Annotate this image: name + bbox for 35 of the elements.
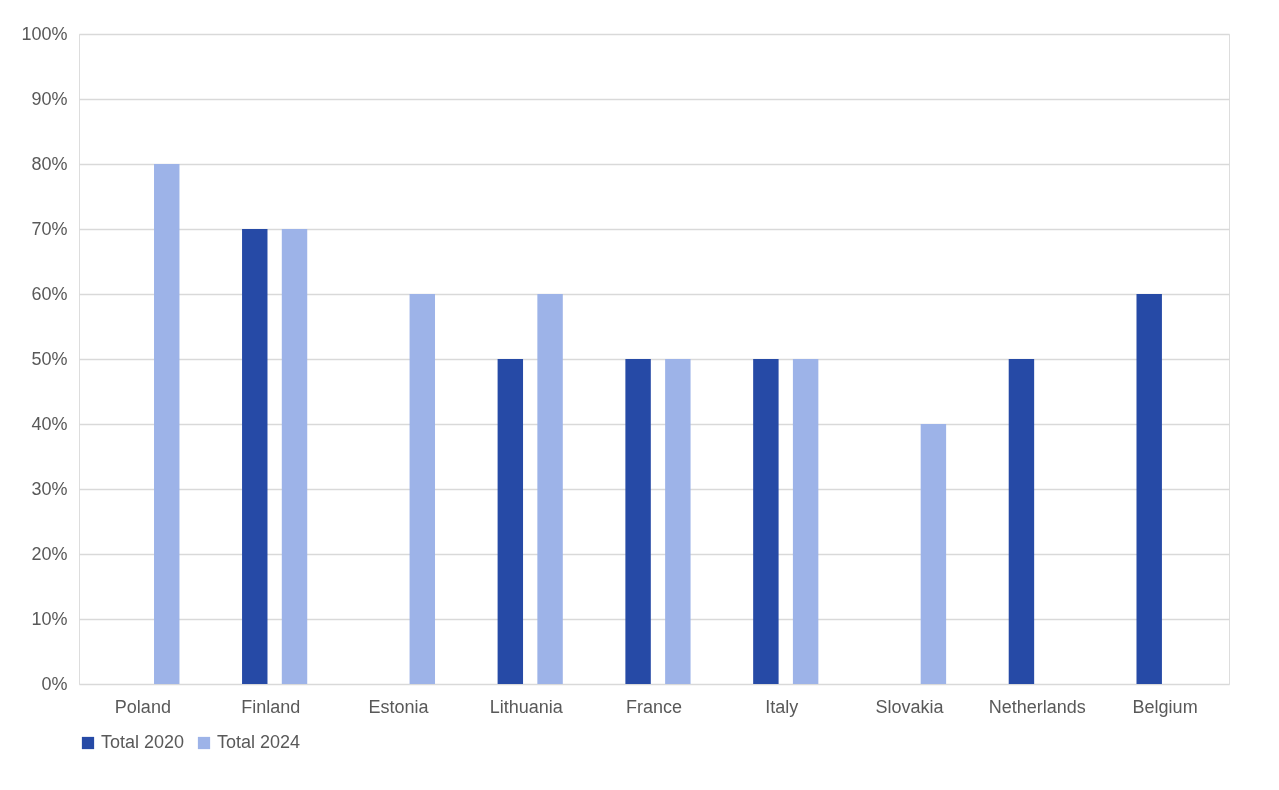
bar — [792, 359, 819, 684]
y-tick-label: 90% — [31, 88, 68, 109]
x-tick-label: France — [625, 696, 683, 717]
y-tick-label: 80% — [31, 153, 68, 174]
x-tick-label: Netherlands — [988, 696, 1086, 717]
y-tick-label: 20% — [31, 543, 68, 564]
y-tick-label: 100% — [21, 23, 68, 44]
bar — [154, 164, 180, 684]
y-tick-label: 60% — [31, 283, 68, 304]
bar — [242, 229, 268, 684]
legend-label: Total 2024 — [217, 732, 301, 752]
x-tick-label: Poland — [114, 696, 171, 717]
bar — [537, 294, 563, 684]
bar — [753, 359, 779, 684]
legend-label: Total 2020 — [101, 732, 185, 752]
bar — [1136, 294, 1162, 684]
bar — [625, 359, 651, 684]
y-tick-label: 10% — [31, 608, 68, 629]
bar — [1008, 359, 1035, 684]
y-tick-label: 0% — [41, 673, 68, 694]
bar — [409, 294, 436, 684]
y-tick-label: 50% — [31, 348, 68, 369]
x-tick-label: Finland — [241, 696, 301, 717]
x-tick-label: Slovakia — [875, 696, 945, 717]
x-tick-label: Estonia — [368, 696, 430, 717]
y-tick-label: 70% — [31, 218, 68, 239]
x-tick-label: Lithuania — [489, 696, 564, 717]
x-tick-label: Belgium — [1132, 696, 1198, 717]
x-tick-label: Italy — [765, 696, 799, 717]
bar — [665, 359, 691, 684]
y-tick-label: 40% — [31, 413, 68, 434]
y-tick-label: 30% — [31, 478, 68, 499]
bar — [281, 229, 308, 684]
bar — [920, 424, 947, 684]
bar — [497, 359, 524, 684]
